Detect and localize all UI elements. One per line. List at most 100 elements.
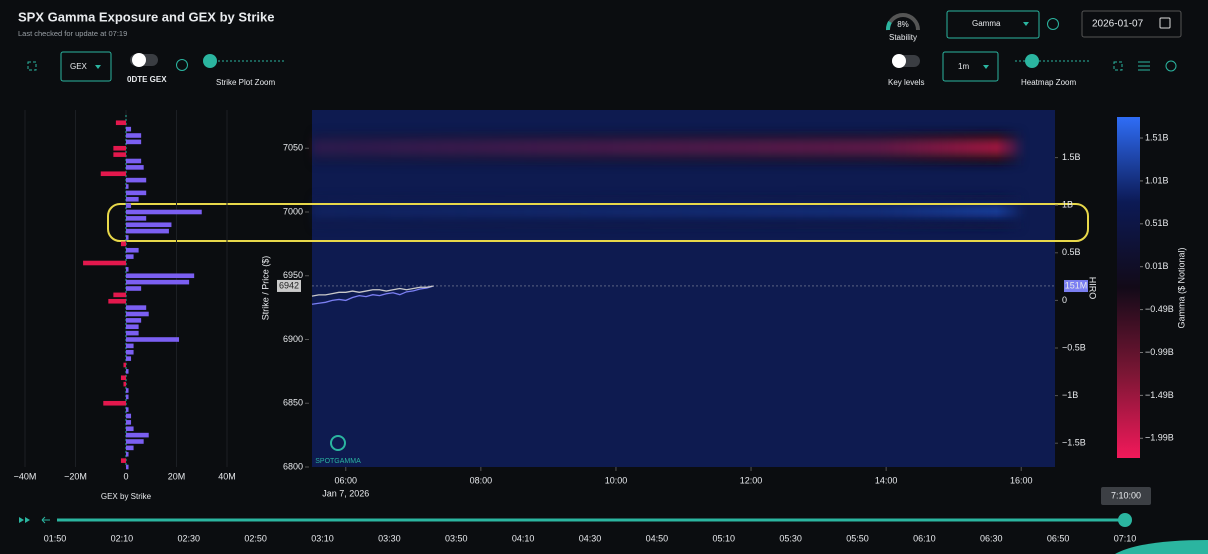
y-tick-label: 7050 bbox=[283, 143, 303, 153]
strike-zoom-knob[interactable] bbox=[203, 54, 217, 68]
gex-bar bbox=[123, 362, 126, 368]
x-tick-label: −20M bbox=[64, 471, 87, 481]
colorbar-label: Gamma ($ Notional) bbox=[1176, 247, 1186, 328]
dropdown-arrow bbox=[1023, 22, 1029, 26]
gex-select[interactable] bbox=[60, 51, 112, 82]
timeline-tick-label: 05:10 bbox=[712, 533, 735, 543]
gex-bar bbox=[126, 165, 144, 170]
metric-select[interactable] bbox=[946, 10, 1040, 39]
heatmap-cell bbox=[312, 150, 1022, 159]
heatmap-cell bbox=[312, 201, 1022, 210]
rewind-button[interactable] bbox=[19, 517, 30, 523]
timeline-knob[interactable] bbox=[1118, 513, 1132, 527]
gex-bar bbox=[126, 464, 129, 470]
y2-tick-label: 0.5B bbox=[1062, 247, 1081, 257]
heatmap-rows bbox=[312, 131, 1022, 229]
gex-bar bbox=[113, 292, 126, 298]
gex-bar bbox=[120, 241, 126, 247]
gex-bar bbox=[126, 420, 132, 425]
stability-value: 8% bbox=[897, 20, 909, 29]
timeline: 7:10:00 01:50 02:10 02:30 02:50 03:10 03:30 03… bbox=[19, 487, 1208, 554]
y2-tick-label: −1B bbox=[1062, 390, 1078, 400]
x-tick-label: 08:00 bbox=[470, 475, 493, 485]
heatmap-zoom-knob[interactable] bbox=[1025, 54, 1039, 68]
y2-axis-label: HIRO bbox=[1088, 277, 1098, 300]
gex-bar bbox=[126, 388, 129, 393]
heatmap-cell bbox=[312, 131, 1022, 140]
hiro-marker-label: 151M bbox=[1065, 280, 1088, 290]
price-marker bbox=[277, 279, 301, 292]
date-picker[interactable] bbox=[1081, 10, 1182, 38]
gex-bar bbox=[126, 330, 139, 336]
date-label: Jan 7, 2026 bbox=[322, 488, 369, 498]
gex-bar bbox=[126, 439, 144, 444]
gex-bar bbox=[126, 445, 134, 451]
heatmap-cell bbox=[312, 214, 1022, 223]
y2-tick-label: −0.5B bbox=[1062, 342, 1086, 352]
gex-bar bbox=[113, 145, 126, 151]
interval-select[interactable] bbox=[942, 51, 999, 82]
gex-bar bbox=[126, 279, 190, 285]
gex-bar bbox=[103, 400, 126, 406]
theme-icon[interactable] bbox=[1165, 60, 1177, 72]
toggle-knob bbox=[892, 54, 906, 68]
gex-bar bbox=[126, 139, 142, 145]
gex-bar bbox=[126, 318, 142, 323]
info-icon[interactable] bbox=[1047, 18, 1059, 30]
y-tick-label: 6850 bbox=[283, 398, 303, 408]
gex-bar bbox=[126, 432, 149, 438]
y2-tick-label: 1B bbox=[1062, 200, 1073, 210]
colorbar-tick-label: 0.51B bbox=[1145, 218, 1169, 228]
back-button[interactable] bbox=[41, 516, 50, 524]
gex-bar bbox=[126, 177, 147, 183]
gex-bar bbox=[126, 222, 172, 228]
colorbar-tick-label: −0.99B bbox=[1145, 347, 1174, 357]
timeline-tick-label: 06:10 bbox=[913, 533, 936, 543]
dropdown-arrow bbox=[983, 65, 989, 69]
heatmap-cell bbox=[312, 137, 1022, 146]
gex-bar bbox=[126, 305, 147, 310]
heatmap-cell bbox=[312, 195, 1022, 204]
gex-bar bbox=[126, 394, 129, 400]
timeline-tick-label: 02:50 bbox=[244, 533, 267, 543]
gex-bar bbox=[126, 267, 129, 272]
gex-bar bbox=[123, 381, 126, 387]
odte-label: 0DTE GEX bbox=[127, 75, 167, 84]
timeline-tick-label: 04:10 bbox=[512, 533, 535, 543]
heatmap bbox=[312, 110, 1055, 467]
calendar-icon bbox=[1159, 17, 1171, 29]
timeline-tick-label: 04:50 bbox=[646, 533, 669, 543]
expand-icon[interactable] bbox=[1113, 61, 1123, 71]
y-tick-label: 6900 bbox=[283, 334, 303, 344]
x-tick-label: 10:00 bbox=[605, 475, 628, 485]
gex-bar bbox=[126, 184, 129, 189]
timeline-tooltip bbox=[1101, 487, 1151, 505]
x-tick-label: 20M bbox=[168, 471, 186, 481]
timeline-tick-label: 03:30 bbox=[378, 533, 401, 543]
y2-tick-label: −1.5B bbox=[1062, 438, 1086, 448]
stability-label: Stability bbox=[889, 33, 917, 42]
heatmap-cell bbox=[312, 208, 1022, 216]
settings-icon[interactable] bbox=[1138, 61, 1150, 71]
interval-value: 1m bbox=[958, 62, 969, 71]
gex-bar bbox=[126, 356, 132, 361]
gex-bar bbox=[126, 426, 134, 432]
gex-bar bbox=[126, 228, 169, 234]
y2-tick-label: 0 bbox=[1062, 295, 1067, 305]
hiro-marker bbox=[1064, 280, 1088, 293]
gex-bar bbox=[126, 209, 202, 215]
x-tick-label: 14:00 bbox=[875, 475, 898, 485]
subtitle: Last checked for update at 07:19 bbox=[18, 29, 127, 38]
x-tick-label: −40M bbox=[14, 471, 37, 481]
gex-bar bbox=[126, 196, 139, 202]
timeline-tick-label: 01:50 bbox=[44, 533, 67, 543]
info-icon[interactable] bbox=[176, 59, 188, 71]
expand-icon[interactable] bbox=[27, 61, 37, 71]
colorbar-tick-label: −1.99B bbox=[1145, 433, 1174, 443]
timeline-tick-label: 02:10 bbox=[111, 533, 134, 543]
gex-bar bbox=[126, 369, 129, 374]
gex-bar bbox=[126, 247, 139, 253]
gex-bar bbox=[115, 120, 126, 126]
